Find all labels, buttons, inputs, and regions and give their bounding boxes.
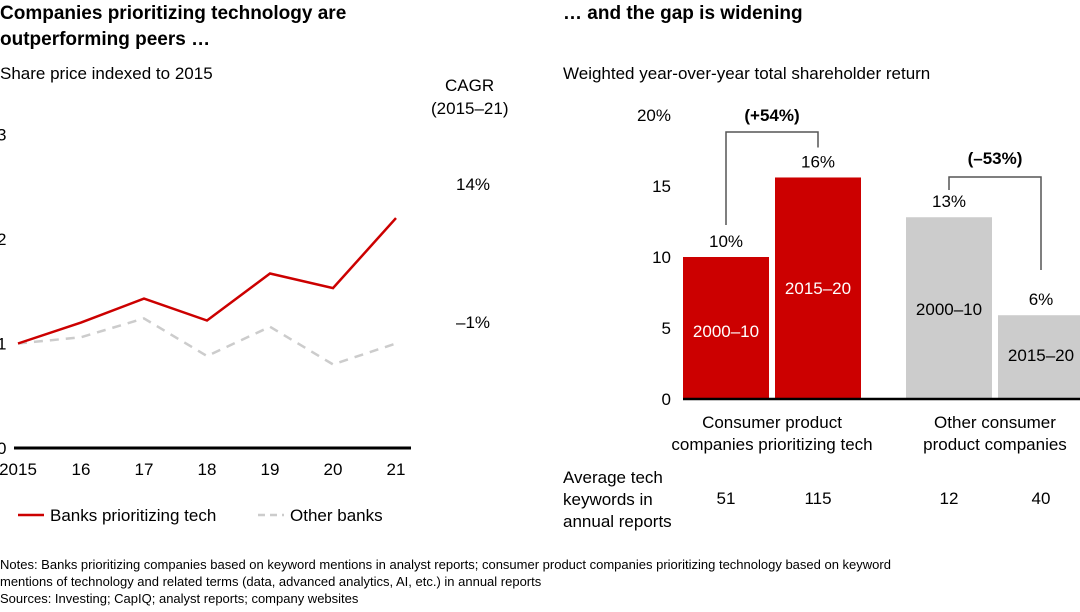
bar-value-label: 16% — [801, 152, 835, 171]
x-tick-label: 19 — [261, 460, 280, 479]
x-tick-label: 18 — [198, 460, 217, 479]
bar-period-label: 2000–10 — [693, 322, 759, 341]
x-tick-label: 16 — [72, 460, 91, 479]
change-label: (+54%) — [744, 106, 799, 125]
change-label: (–53%) — [968, 149, 1023, 168]
change-bracket — [948, 176, 1042, 270]
keywords-value: 40 — [1032, 489, 1051, 508]
group-label: product companies — [923, 435, 1067, 454]
notes-line1: Notes: Banks prioritizing companies base… — [0, 557, 891, 572]
bar — [775, 177, 861, 399]
bar-period-label: 2000–10 — [916, 300, 982, 319]
legend-label: Banks prioritizing tech — [50, 506, 216, 525]
cagr-value: 14% — [456, 175, 490, 194]
bar — [998, 315, 1080, 399]
keywords-value: 12 — [940, 489, 959, 508]
y-tick-label: 5 — [662, 319, 671, 338]
bar-period-label: 2015–20 — [1008, 346, 1074, 365]
left-title-line1: Companies prioritizing technology are — [0, 3, 347, 24]
y-tick-label: 15 — [652, 177, 671, 196]
y-tick-label: 0 — [0, 439, 6, 458]
notes: Notes: Banks prioritizing companies base… — [0, 556, 1075, 607]
group-label: Consumer product — [702, 413, 842, 432]
x-tick-label: 20 — [324, 460, 343, 479]
y-tick-label: 10 — [652, 248, 671, 267]
bar — [906, 217, 992, 399]
notes-line2: mentions of technology and related terms… — [0, 574, 542, 589]
y-tick-label: 0 — [662, 390, 671, 409]
group-label: companies prioritizing tech — [671, 435, 872, 454]
y-tick-label: 3 — [0, 126, 6, 145]
bar-period-label: 2015–20 — [785, 279, 851, 298]
bar-value-label: 6% — [1029, 290, 1054, 309]
keywords-label-line3: annual reports — [563, 512, 672, 531]
legend-label: Other banks — [290, 506, 383, 525]
banks-prioritizing-tech-line — [17, 217, 397, 345]
right-subtitle: Weighted year-over-year total shareholde… — [563, 64, 931, 83]
keywords-label-line1: Average tech — [563, 468, 663, 487]
y-tick-label: 20% — [637, 106, 671, 125]
y-tick-label: 2 — [0, 230, 6, 249]
keywords-value: 51 — [717, 489, 736, 508]
left-title-line2: outperforming peers … — [0, 29, 211, 50]
group-label: Other consumer — [934, 413, 1056, 432]
x-tick-label: 17 — [135, 460, 154, 479]
right-title: … and the gap is widening — [563, 3, 803, 24]
x-tick-label: 2015 — [0, 460, 37, 479]
y-tick-label: 1 — [0, 335, 6, 354]
sources: Sources: Investing; CapIQ; analyst repor… — [0, 591, 359, 606]
bar-value-label: 10% — [709, 232, 743, 251]
bar-value-label: 13% — [932, 192, 966, 211]
left-subtitle: Share price indexed to 2015 — [0, 64, 213, 83]
x-tick-label: 21 — [387, 460, 406, 479]
change-bracket — [725, 131, 819, 225]
bar — [683, 257, 769, 399]
cagr-header-line1: CAGR — [445, 76, 495, 95]
cagr-value: –1% — [456, 313, 490, 332]
keywords-label-line2: keywords in — [563, 490, 653, 509]
keywords-value: 115 — [804, 489, 831, 508]
cagr-header-line2: (2015–21) — [431, 99, 509, 118]
